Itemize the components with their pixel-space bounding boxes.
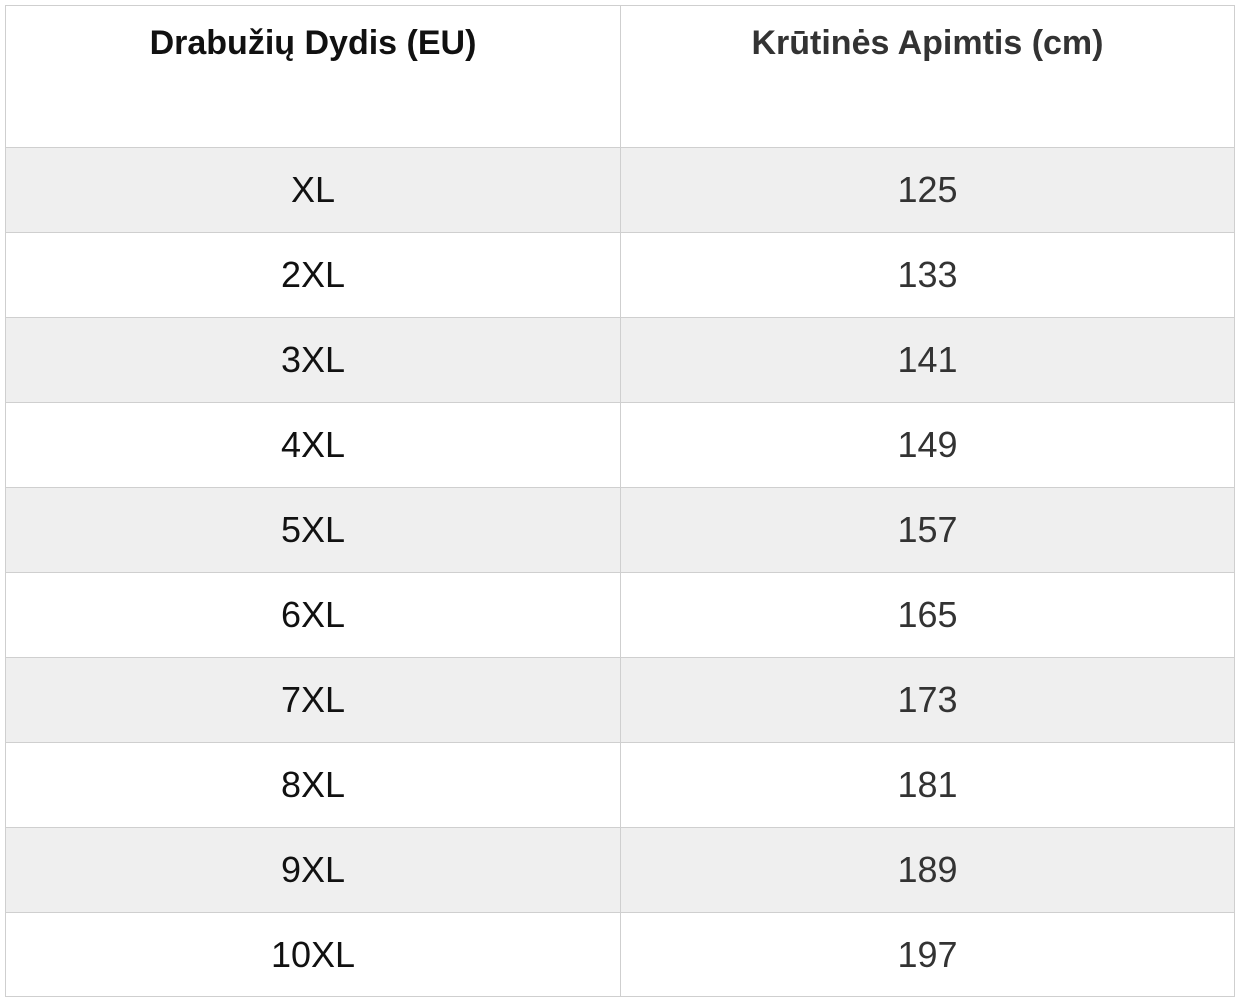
chest-cell: 133: [621, 232, 1234, 317]
chest-cell: 173: [621, 657, 1234, 742]
size-cell: XL: [6, 147, 621, 232]
size-cell: 7XL: [6, 657, 621, 742]
chest-cell: 125: [621, 147, 1234, 232]
header-cell: Drabužių Dydis (EU): [6, 6, 621, 147]
chest-cell: 157: [621, 487, 1234, 572]
chest-cell: 149: [621, 402, 1234, 487]
size-cell: 9XL: [6, 827, 621, 912]
chest-cell: 197: [621, 912, 1234, 997]
size-table: Drabužių Dydis (EU) Krūtinės Apimtis (cm)…: [5, 5, 1235, 997]
chest-cell: 165: [621, 572, 1234, 657]
size-cell: 5XL: [6, 487, 621, 572]
size-cell: 2XL: [6, 232, 621, 317]
chest-cell: 189: [621, 827, 1234, 912]
size-cell: 10XL: [6, 912, 621, 997]
chest-cell: 141: [621, 317, 1234, 402]
size-cell: 8XL: [6, 742, 621, 827]
size-cell: 6XL: [6, 572, 621, 657]
size-cell: 3XL: [6, 317, 621, 402]
header-cell: Krūtinės Apimtis (cm): [751, 24, 1104, 62]
size-cell: 4XL: [6, 402, 621, 487]
chest-cell: 181: [621, 742, 1234, 827]
